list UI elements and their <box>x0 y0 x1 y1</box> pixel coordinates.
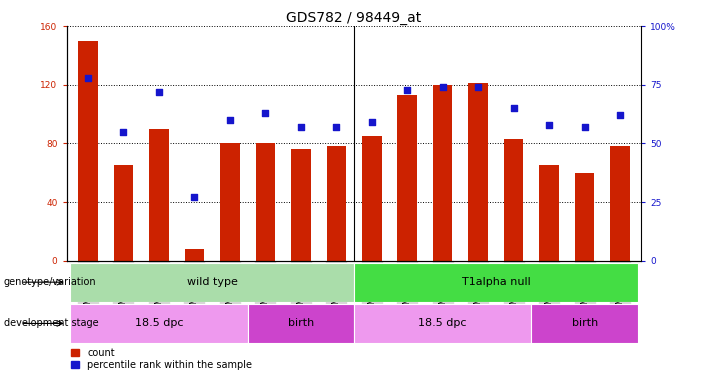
Point <box>82 75 93 81</box>
Bar <box>247 304 354 343</box>
Text: birth: birth <box>287 318 314 328</box>
Text: T1alpha null: T1alpha null <box>461 277 531 287</box>
Point <box>366 119 377 125</box>
Bar <box>114 165 133 261</box>
Point <box>331 124 342 130</box>
Bar <box>539 165 559 261</box>
Bar <box>184 249 204 261</box>
Bar <box>70 304 247 343</box>
Bar <box>362 136 381 261</box>
Bar <box>397 95 417 261</box>
Point <box>437 84 449 90</box>
Text: 18.5 dpc: 18.5 dpc <box>135 318 183 328</box>
Bar <box>149 129 169 261</box>
Point <box>615 112 626 118</box>
Title: GDS782 / 98449_at: GDS782 / 98449_at <box>287 11 421 25</box>
Legend: count, percentile rank within the sample: count, percentile rank within the sample <box>72 348 252 370</box>
Point <box>259 110 271 116</box>
Point <box>579 124 590 130</box>
Text: development stage: development stage <box>4 318 98 328</box>
Bar <box>504 139 524 261</box>
Bar <box>327 146 346 261</box>
Point <box>508 105 519 111</box>
Point <box>295 124 306 130</box>
Bar <box>256 144 275 261</box>
Text: genotype/variation: genotype/variation <box>4 277 96 287</box>
Point <box>402 87 413 93</box>
Point <box>472 84 484 90</box>
Bar <box>575 173 594 261</box>
Bar <box>468 83 488 261</box>
Bar <box>354 262 638 302</box>
Bar <box>354 304 531 343</box>
Text: 18.5 dpc: 18.5 dpc <box>418 318 467 328</box>
Text: birth: birth <box>571 318 598 328</box>
Bar <box>220 144 240 261</box>
Point <box>154 89 165 95</box>
Bar <box>433 85 452 261</box>
Text: wild type: wild type <box>186 277 238 287</box>
Point <box>224 117 236 123</box>
Bar <box>531 304 638 343</box>
Point <box>189 194 200 200</box>
Point <box>118 129 129 135</box>
Point <box>543 122 554 128</box>
Bar <box>70 262 354 302</box>
Bar <box>78 41 97 261</box>
Bar <box>291 149 311 261</box>
Bar <box>611 146 630 261</box>
